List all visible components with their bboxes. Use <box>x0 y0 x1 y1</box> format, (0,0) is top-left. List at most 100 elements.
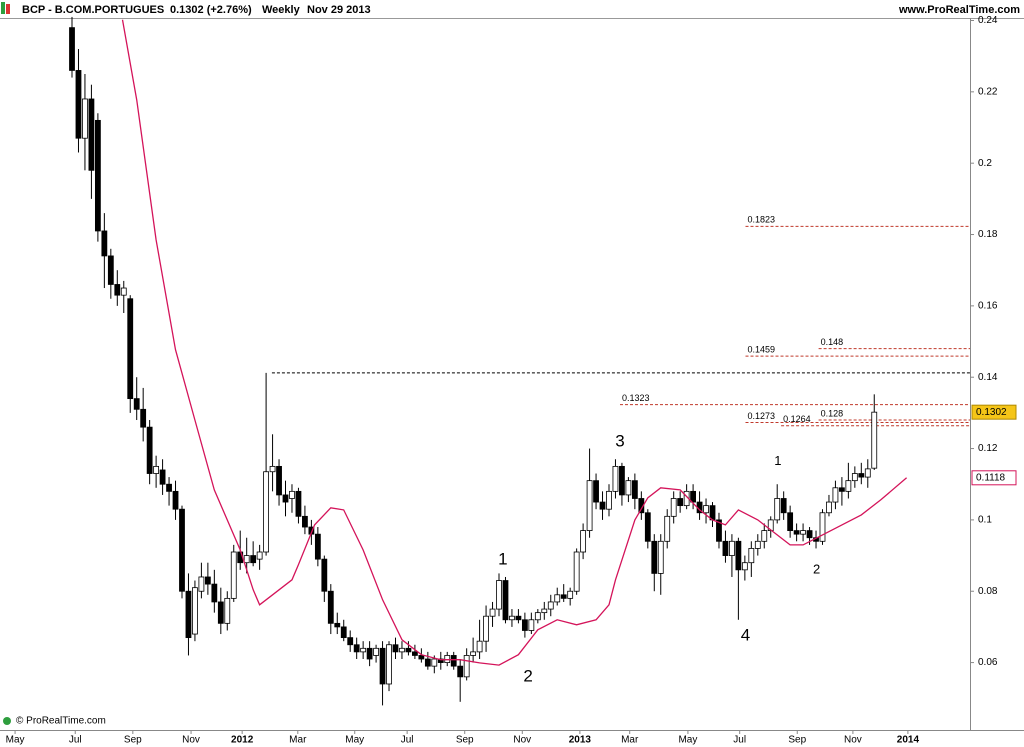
candle-body <box>690 490 696 503</box>
level-label: 0.128 <box>821 408 844 418</box>
candle-body <box>340 626 347 639</box>
candle-body <box>399 647 405 653</box>
y-tick-label: 0.2 <box>978 158 992 169</box>
candle-body <box>832 487 839 503</box>
candle-body <box>670 498 677 517</box>
candle-body <box>457 665 464 678</box>
candle-body <box>172 490 179 510</box>
candle-body <box>851 473 858 482</box>
candle-body <box>463 655 470 678</box>
moving-average <box>121 19 908 666</box>
candle-body <box>444 655 451 663</box>
candle-body <box>619 465 625 496</box>
x-tick-label: Jul <box>401 735 414 746</box>
candle-body <box>722 540 729 556</box>
candle-body <box>573 551 580 592</box>
candle-body <box>192 587 198 635</box>
footer-icon <box>3 717 11 725</box>
y-tick-label: 0.12 <box>978 443 998 454</box>
candle-body <box>424 658 431 667</box>
candle-body <box>599 501 606 510</box>
candle-body <box>386 644 392 685</box>
price-tag-label: 0.1302 <box>976 407 1007 418</box>
candle-body <box>276 465 282 496</box>
candle-body <box>787 512 794 531</box>
wave-label: 2 <box>523 666 532 685</box>
level-label: 0.1323 <box>622 393 650 403</box>
y-tick-label: 0.08 <box>978 586 998 597</box>
candle-body <box>502 580 509 621</box>
candle-body <box>864 468 871 478</box>
candle-body <box>703 505 709 514</box>
candle-body <box>153 465 160 474</box>
candle-body <box>282 494 289 503</box>
y-tick-label: 0.16 <box>978 301 998 312</box>
date: Nov 29 2013 <box>307 4 371 16</box>
candle-body <box>858 473 865 478</box>
candle-body <box>263 471 269 553</box>
y-tick-label: 0.18 <box>978 229 998 240</box>
candle-body <box>133 398 140 410</box>
candle-body <box>483 615 489 642</box>
candle-body <box>250 555 257 564</box>
candle-body <box>631 480 638 499</box>
candle-body <box>729 540 735 556</box>
quote: 0.1302 (+2.76%) <box>170 4 252 16</box>
candle-body <box>800 530 806 535</box>
candle-body <box>418 655 425 660</box>
candle-body <box>69 27 75 71</box>
candle-body <box>392 644 399 653</box>
candle-body <box>101 230 108 257</box>
price-tag-label: 0.1118 <box>976 472 1006 483</box>
candle-body <box>716 519 722 542</box>
price-tag <box>971 470 1017 486</box>
period: Weekly <box>262 4 301 16</box>
candle-body <box>159 469 166 485</box>
logo-icon <box>6 4 10 14</box>
candle-body <box>541 608 548 614</box>
candle-body <box>774 498 781 521</box>
candle-body <box>334 622 341 628</box>
candle-body <box>314 533 321 560</box>
candle-body <box>496 580 502 610</box>
candle-body <box>198 576 205 592</box>
site: www.ProRealTime.com <box>898 4 1020 16</box>
x-tick-label: Mar <box>621 735 639 746</box>
candle-body <box>664 515 671 542</box>
x-tick-label: Nov <box>513 735 531 746</box>
y-tick-label: 0.06 <box>978 657 998 668</box>
candle-body <box>450 655 457 667</box>
x-tick-label: Jul <box>733 735 746 746</box>
candle-body <box>560 594 567 599</box>
level-label: 0.1823 <box>748 215 776 225</box>
y-tick-label: 0.24 <box>978 15 998 26</box>
candle-body <box>677 498 684 507</box>
footer: © ProRealTime.com <box>16 716 106 727</box>
candle-body <box>269 465 276 473</box>
candle-body <box>295 490 302 517</box>
candle-body <box>360 647 367 653</box>
candle-body <box>567 590 574 599</box>
candle-body <box>509 615 515 621</box>
candle-body <box>88 98 95 171</box>
symbol: BCP - B.COM.PORTUGUES <box>22 4 164 16</box>
candle-body <box>651 540 658 574</box>
level-label: 0.1273 <box>748 411 776 421</box>
candle-body <box>586 480 593 531</box>
candle-body <box>839 487 845 492</box>
candle-body <box>127 298 134 400</box>
candle-body <box>302 515 308 528</box>
wave-label: 1 <box>498 549 507 568</box>
candle-body <box>211 583 218 603</box>
x-tick-label: Sep <box>124 735 142 746</box>
x-tick-label: May <box>678 735 697 746</box>
y-tick-label: 0.22 <box>978 86 998 97</box>
candle-body <box>806 530 813 539</box>
x-tick-label: Nov <box>844 735 862 746</box>
candle-body <box>748 548 755 564</box>
candle-body <box>166 483 172 492</box>
x-tick-label: 2012 <box>231 735 254 746</box>
candle-body <box>476 640 483 653</box>
candle-body <box>657 540 664 574</box>
